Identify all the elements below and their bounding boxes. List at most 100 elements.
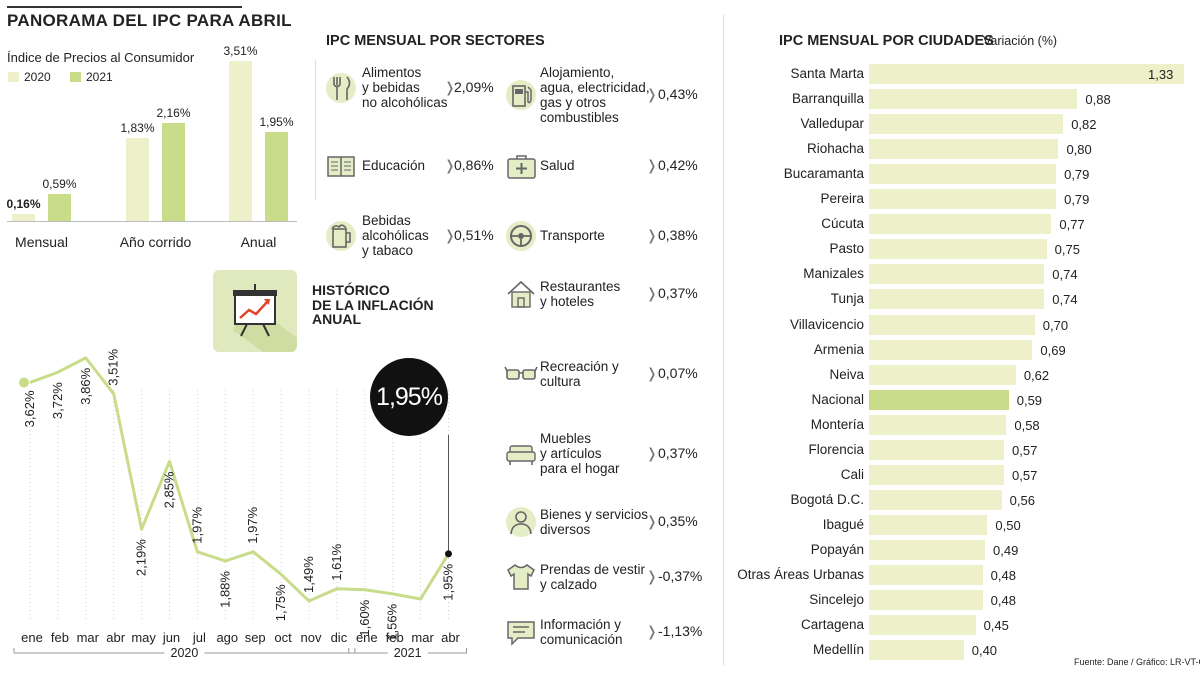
city-value: 0,59 [1016, 392, 1043, 408]
line-chart-value-label: 3,51% [106, 348, 121, 385]
sector-value: 0,07% [658, 365, 698, 381]
sector-label: Educación [362, 158, 426, 173]
chevron-right-icon: ❭ [646, 86, 658, 102]
chevron-right-icon: ❭ [646, 365, 658, 381]
panorama-bar-label: 1,95% [259, 115, 294, 130]
line-chart-value-label: 1,49% [301, 556, 316, 593]
sector-label: Prendas de vestir y calzado [540, 562, 646, 592]
chevron-right-icon: ❭ [444, 156, 456, 173]
line-chart-value-label: 3,86% [78, 367, 93, 404]
legend-swatch-2020 [8, 72, 19, 82]
sector-value: 0,37% [658, 285, 698, 301]
city-bar [869, 64, 1184, 84]
sector-value: 0,38% [658, 226, 698, 243]
panorama-baseline [7, 221, 297, 222]
panorama-bar-2021-0 [48, 194, 71, 221]
city-value: 0,82 [1071, 117, 1097, 133]
city-value: 0,79 [1064, 192, 1090, 208]
city-bar [869, 464, 1004, 485]
sector-label: Recreación y cultura [540, 359, 619, 389]
city-value: 0,80 [1066, 142, 1092, 158]
chevron-right-icon: ❭ [646, 568, 658, 584]
steering-wheel-icon [504, 219, 538, 253]
sectors-title: IPC MENSUAL POR SECTORES [326, 33, 545, 49]
city-value: 0,57 [1012, 442, 1038, 458]
line-chart-value-label: 3,62% [22, 390, 37, 427]
city-label: Montería [810, 416, 864, 432]
city-value: 0,74 [1052, 267, 1078, 283]
chevron-right-icon: ❭ [646, 623, 658, 639]
city-label: Pereira [820, 191, 864, 207]
city-label: Santa Marta [790, 66, 864, 81]
line-chart-month-label: ene [356, 630, 378, 645]
house-icon [504, 277, 538, 311]
city-label: Otras Áreas Urbanas [737, 567, 864, 582]
city-label: Valledupar [800, 116, 864, 132]
city-bar [869, 565, 983, 585]
city-label: Florencia [808, 441, 864, 457]
line-chart-month-label: abr [106, 630, 125, 645]
gas-pump-icon [504, 78, 538, 112]
chevron-right-icon: ❭ [646, 226, 658, 243]
sectors-section: IPC MENSUAL POR SECTORES Alimentos y beb… [312, 0, 712, 674]
city-bar [869, 164, 1057, 185]
city-label: Manizales [803, 266, 864, 282]
sector-label: Muebles y artículos para el hogar [540, 431, 620, 476]
line-chart-month-label: jun [162, 630, 180, 645]
line-chart-series [29, 356, 450, 603]
medical-kit-icon [504, 149, 538, 183]
city-bar [869, 189, 1057, 210]
line-chart-value-label: 1,61% [329, 543, 344, 580]
line-chart-month-label: may [131, 630, 156, 645]
line-chart-month-label: dic [331, 630, 348, 645]
panorama-bar-label: 1,83% [120, 120, 155, 135]
book-icon [324, 149, 358, 183]
sector-value: 0,42% [658, 156, 698, 173]
source-note: Fuente: Dane / Gráfico: LR-VT-GR [1074, 657, 1200, 667]
city-label: Armenia [813, 341, 864, 357]
city-value: 0,62 [1023, 367, 1050, 383]
city-bar [869, 139, 1059, 160]
panorama-bar-label: 3,51% [223, 44, 258, 58]
city-label: Popayán [810, 541, 864, 557]
city-value: 0,70 [1042, 317, 1069, 333]
historico-highlight-circle: 1,95% [370, 358, 448, 436]
line-chart-month-label: mar [411, 630, 434, 645]
city-bar [869, 640, 964, 661]
city-bar [869, 114, 1064, 135]
city-bar [869, 590, 983, 611]
line-chart-month-label: ago [216, 630, 238, 645]
city-bar [869, 414, 1007, 435]
panorama-bar-2020-1 [126, 137, 149, 221]
city-label: Tunja [830, 291, 864, 307]
line-chart-month-label: oct [274, 630, 292, 645]
city-value: 0,56 [1009, 492, 1035, 508]
city-label: Ibagué [822, 516, 864, 532]
sector-value: 0,37% [658, 444, 698, 461]
sector-value: 2,09% [454, 78, 494, 95]
legend-swatch-2021 [70, 72, 81, 82]
city-label: Cali [840, 466, 864, 482]
chevron-right-icon: ❭ [646, 513, 658, 529]
legend-label-2020: 2020 [24, 70, 51, 84]
line-chart-year-label-bg [164, 646, 205, 660]
sector-label: Restaurantes y hoteles [540, 279, 621, 309]
panorama-section: PANORAMA DEL IPC PARA ABRIL Índice de Pr… [0, 0, 300, 260]
cities-unit: Variación (%) [983, 34, 1058, 48]
sofa-icon [504, 437, 538, 471]
line-chart-month-label: abr [441, 630, 460, 645]
city-value: 0,48 [990, 593, 1016, 609]
panorama-category-label: Anual [240, 234, 277, 250]
panorama-bar-2020-0 [12, 213, 35, 221]
line-chart-year-label: 2021 [394, 646, 422, 660]
city-label: Riohacha [806, 141, 864, 157]
city-bar [869, 89, 1078, 110]
city-bar [869, 615, 976, 636]
city-value: 1,33 [1148, 67, 1174, 82]
sector-label: Alimentos y bebidas no alcohólicas [362, 65, 448, 110]
panorama-category-label: Año corrido [119, 234, 192, 250]
sectors-divider [315, 60, 316, 200]
legend-label-2021: 2021 [86, 70, 113, 84]
chevron-right-icon: ❭ [646, 444, 658, 461]
city-bar [869, 289, 1045, 310]
